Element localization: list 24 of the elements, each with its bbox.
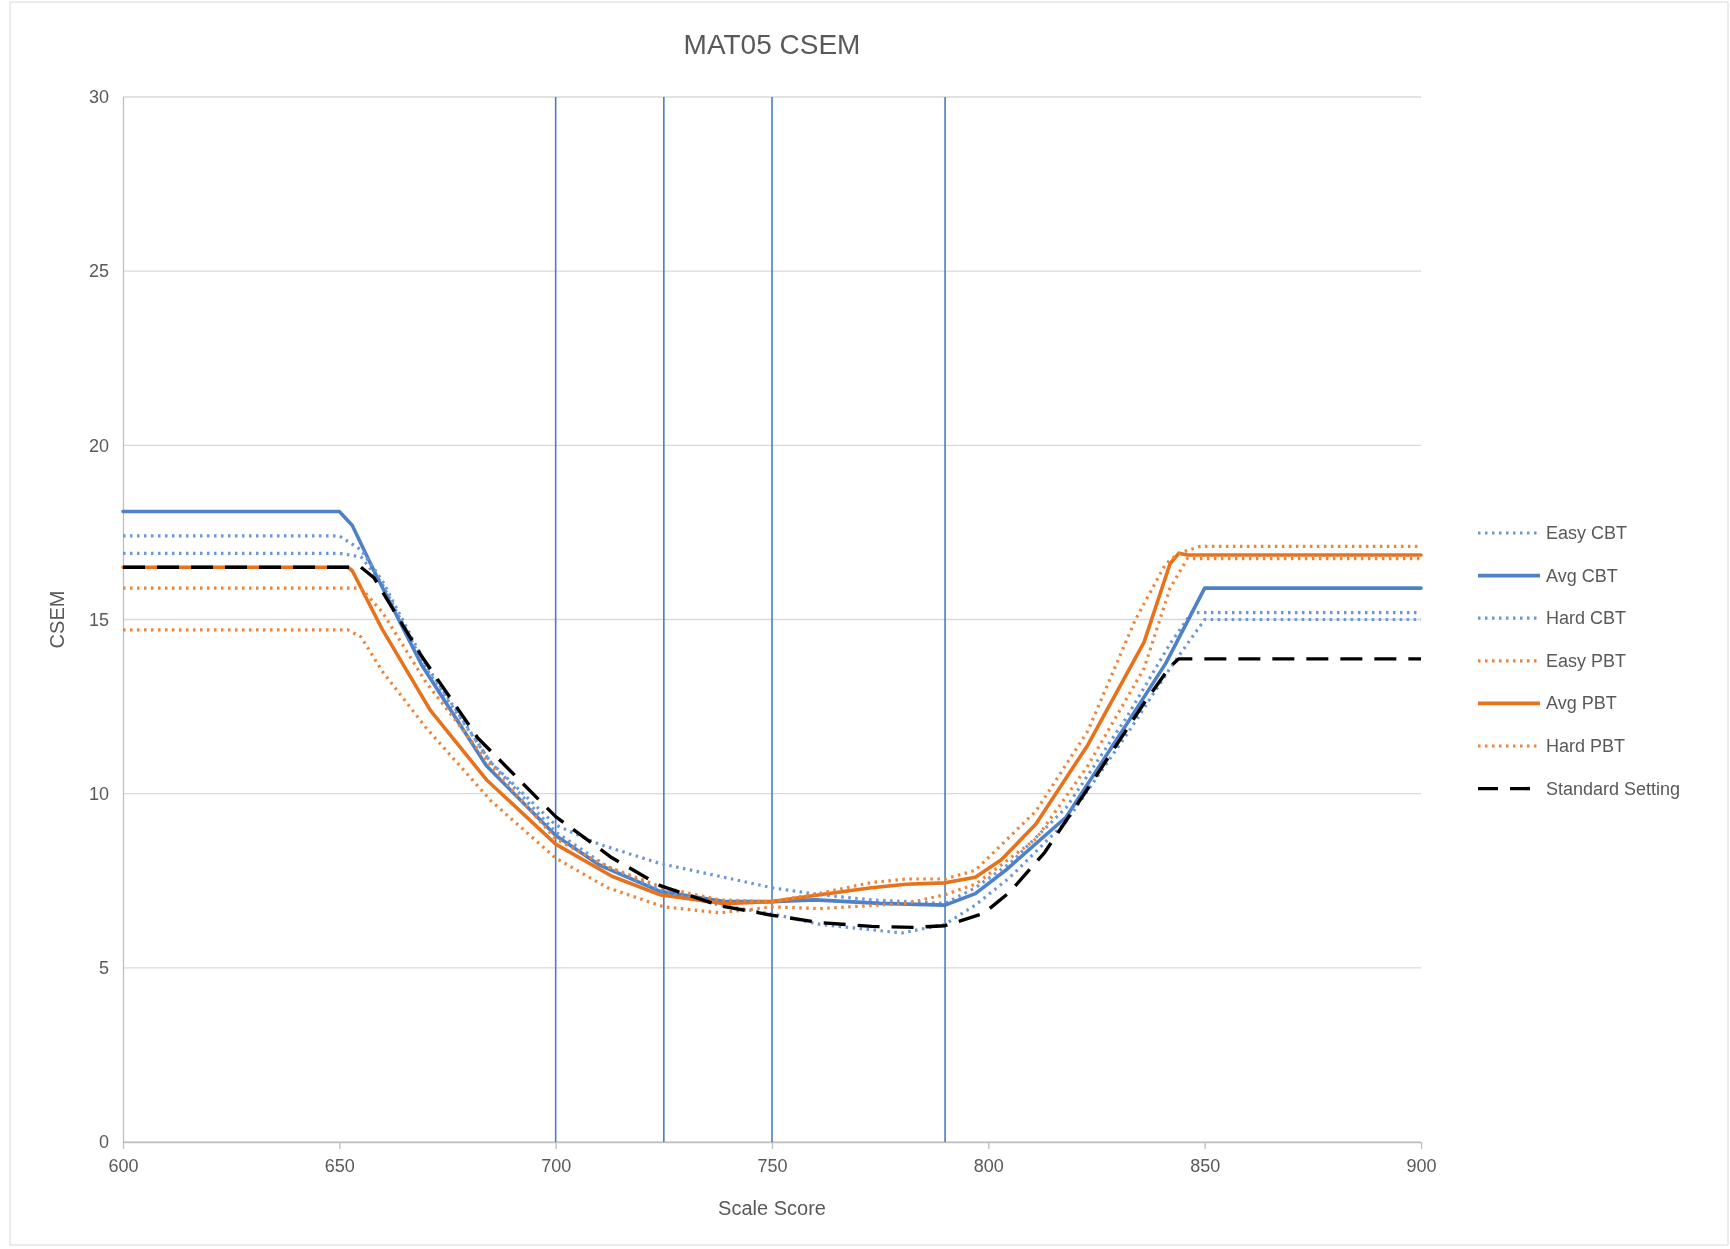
legend-label: Hard CBT [1546,608,1627,629]
chart-title: MAT05 CSEM [683,29,861,60]
legend-label: Avg CBT [1546,565,1618,586]
y-axis-title: CSEM [46,590,68,649]
legend-label: Hard PBT [1546,736,1626,756]
x-tick-label: 900 [1406,1155,1437,1176]
y-tick-label: 10 [88,783,109,804]
y-tick-label: 5 [98,958,109,979]
y-tick-label: 0 [98,1132,109,1153]
x-tick-label: 850 [1190,1155,1221,1176]
x-tick-label: 650 [324,1155,355,1176]
x-tick-label: 750 [757,1155,788,1176]
legend-label: Easy PBT [1546,650,1627,671]
x-tick-label: 700 [541,1155,572,1176]
legend-label: Avg PBT [1546,693,1617,714]
y-tick-label: 30 [88,87,109,108]
x-axis-title: Scale Score [718,1197,826,1219]
y-tick-label: 15 [88,609,109,630]
x-tick-label: 800 [973,1155,1004,1176]
y-tick-label: 25 [88,261,109,282]
y-tick-label: 20 [88,435,109,456]
x-tick-label: 600 [108,1155,139,1176]
legend-label: Standard Setting [1546,778,1681,799]
legend-label: Easy CBT [1546,523,1628,543]
